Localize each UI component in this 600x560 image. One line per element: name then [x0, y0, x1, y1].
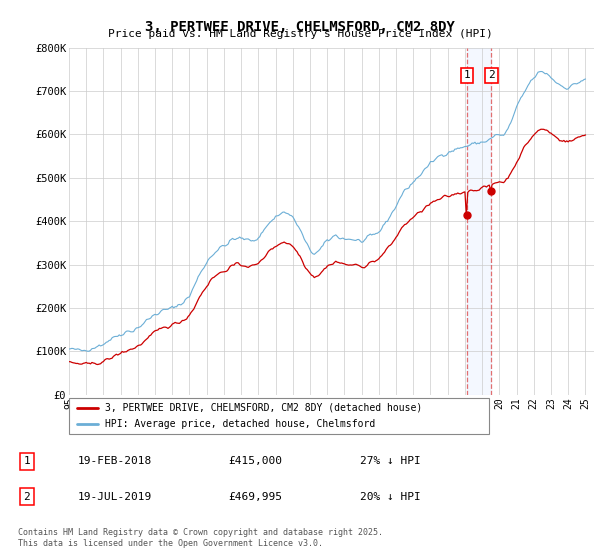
Text: Price paid vs. HM Land Registry's House Price Index (HPI): Price paid vs. HM Land Registry's House … — [107, 29, 493, 39]
Text: 2: 2 — [488, 71, 495, 81]
Text: 2: 2 — [23, 492, 31, 502]
Text: 1: 1 — [464, 71, 470, 81]
Text: 27% ↓ HPI: 27% ↓ HPI — [360, 456, 421, 466]
Text: Contains HM Land Registry data © Crown copyright and database right 2025.
This d: Contains HM Land Registry data © Crown c… — [18, 528, 383, 548]
Text: £415,000: £415,000 — [228, 456, 282, 466]
Text: 3, PERTWEE DRIVE, CHELMSFORD, CM2 8DY: 3, PERTWEE DRIVE, CHELMSFORD, CM2 8DY — [145, 20, 455, 34]
Text: 19-JUL-2019: 19-JUL-2019 — [78, 492, 152, 502]
Text: 1: 1 — [23, 456, 31, 466]
Text: 19-FEB-2018: 19-FEB-2018 — [78, 456, 152, 466]
Bar — [467, 48, 491, 395]
Text: 3, PERTWEE DRIVE, CHELMSFORD, CM2 8DY (detached house): 3, PERTWEE DRIVE, CHELMSFORD, CM2 8DY (d… — [104, 403, 422, 413]
Text: HPI: Average price, detached house, Chelmsford: HPI: Average price, detached house, Chel… — [104, 419, 375, 429]
Text: £469,995: £469,995 — [228, 492, 282, 502]
Text: 20% ↓ HPI: 20% ↓ HPI — [360, 492, 421, 502]
